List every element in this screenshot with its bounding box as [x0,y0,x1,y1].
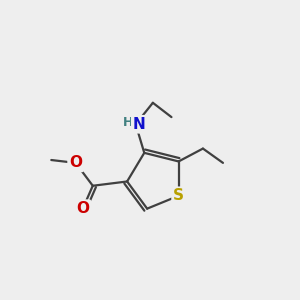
Text: O: O [69,155,82,170]
Text: H: H [122,116,133,129]
Text: O: O [76,201,89,216]
Text: S: S [173,188,184,203]
Text: N: N [133,117,146,132]
